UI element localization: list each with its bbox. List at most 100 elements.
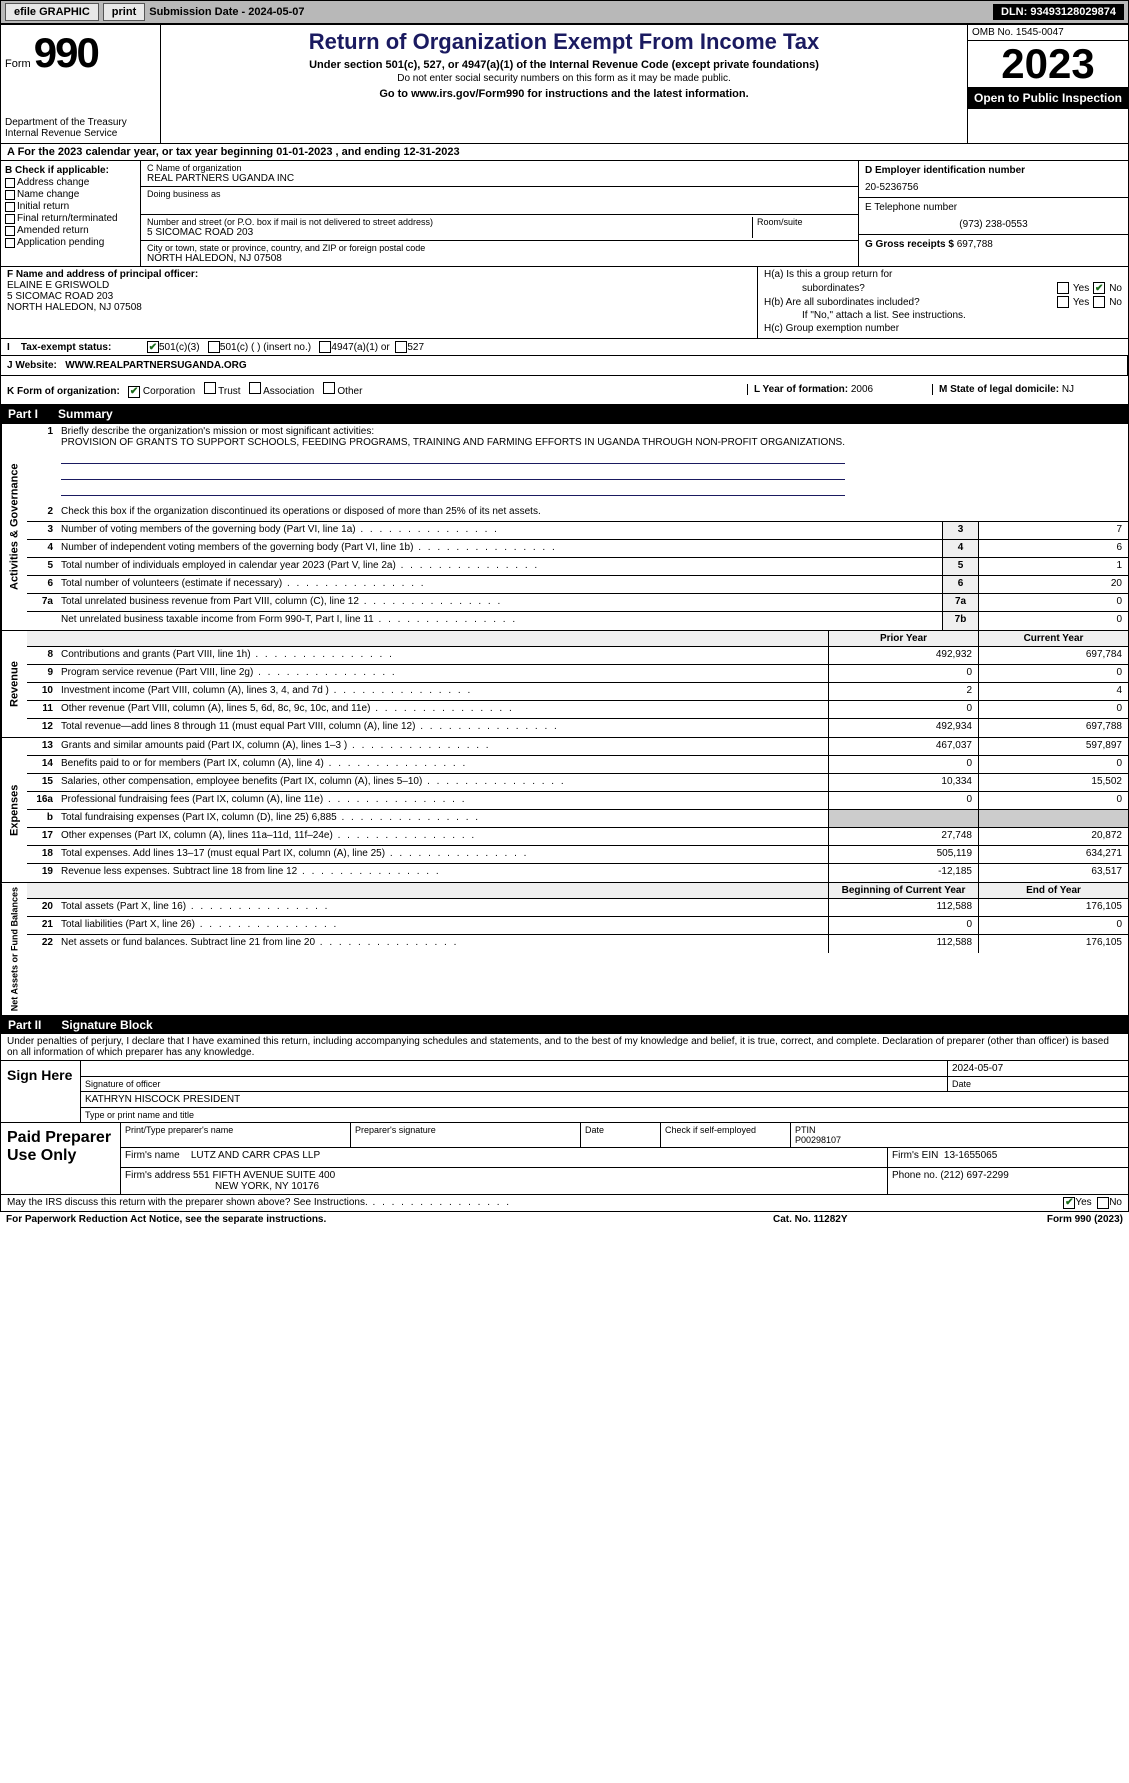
current-value: 20,872 [978, 828, 1128, 845]
cb-assoc[interactable] [249, 382, 261, 394]
efile-btn[interactable]: efile GRAPHIC [5, 3, 99, 21]
line-num: 8 [27, 647, 57, 664]
ein-value: 20-5236756 [865, 182, 1122, 193]
hb-label: H(b) Are all subordinates included? [764, 297, 920, 308]
line-num: 7a [27, 594, 57, 611]
current-value: 15,502 [978, 774, 1128, 791]
line-value: 7 [978, 522, 1128, 539]
print-btn[interactable]: print [103, 3, 145, 21]
line-num: 3 [27, 522, 57, 539]
prior-value: 505,119 [828, 846, 978, 863]
line-desc: Total number of volunteers (estimate if … [57, 576, 942, 593]
summary-revenue: Revenue Prior YearCurrent Year 8Contribu… [0, 631, 1129, 738]
prior-value: 112,588 [828, 899, 978, 916]
website-row: J Website: WWW.REALPARTNERSUGANDA.ORG [0, 356, 1129, 376]
line-box: 7a [942, 594, 978, 611]
opt-label: 527 [407, 342, 424, 353]
current-value: 4 [978, 683, 1128, 700]
line-value: 20 [978, 576, 1128, 593]
line2-desc: Check this box if the organization disco… [57, 504, 1128, 521]
cb-ha-yes[interactable] [1057, 282, 1069, 294]
part1-num: Part I [8, 407, 38, 421]
officer-label: F Name and address of principal officer: [7, 269, 751, 280]
cb-initial-return[interactable] [5, 202, 15, 212]
opt-label: Trust [218, 386, 240, 397]
current-value: 0 [978, 917, 1128, 934]
cb-hb-no[interactable] [1093, 296, 1105, 308]
current-year-header: Current Year [978, 631, 1128, 646]
firm-addr1: 551 FIFTH AVENUE SUITE 400 [193, 1170, 335, 1181]
section-defg: D Employer identification number20-52367… [858, 161, 1128, 266]
part2-header: Part II Signature Block [0, 1016, 1129, 1034]
line-desc: Contributions and grants (Part VIII, lin… [57, 647, 828, 664]
current-value: 697,788 [978, 719, 1128, 737]
cb-discuss-yes[interactable]: ✔ [1063, 1197, 1075, 1209]
form-label: Form [5, 58, 31, 70]
opt-label: Other [337, 386, 362, 397]
cb-501c[interactable] [208, 341, 220, 353]
cb-pending[interactable] [5, 238, 15, 248]
addr-value: 5 SICOMAC ROAD 203 [147, 227, 752, 238]
cb-discuss-no[interactable] [1097, 1197, 1109, 1209]
prior-value: 112,588 [828, 935, 978, 953]
line-desc: Program service revenue (Part VIII, line… [57, 665, 828, 682]
current-value: 176,105 [978, 899, 1128, 916]
prior-value: 27,748 [828, 828, 978, 845]
ha2-label: subordinates? [802, 283, 865, 294]
line-num: 1 [27, 424, 57, 504]
footer-row: For Paperwork Reduction Act Notice, see … [0, 1212, 1129, 1227]
gross-value: 697,788 [957, 239, 993, 250]
cb-final-return[interactable] [5, 214, 15, 224]
current-value: 0 [978, 665, 1128, 682]
firm-phone-value: (212) 697-2299 [940, 1170, 1008, 1181]
part2-num: Part II [8, 1018, 41, 1032]
paid-preparer-label: Paid Preparer Use Only [1, 1123, 121, 1194]
cb-corp[interactable]: ✔ [128, 386, 140, 398]
cb-ha-no[interactable]: ✔ [1093, 282, 1105, 294]
line-desc: Total fundraising expenses (Part IX, col… [57, 810, 828, 827]
cb-address-change[interactable] [5, 178, 15, 188]
line-num: 6 [27, 576, 57, 593]
form-number: 990 [34, 29, 98, 76]
website-label: J Website: [7, 360, 57, 371]
paid-preparer-block: Paid Preparer Use Only Print/Type prepar… [0, 1123, 1129, 1195]
suite-label: Room/suite [757, 217, 852, 227]
m-value: NJ [1062, 384, 1074, 395]
line-box: 5 [942, 558, 978, 575]
prior-value: 0 [828, 756, 978, 773]
expenses-label: Expenses [1, 738, 27, 882]
cb-hb-yes[interactable] [1057, 296, 1069, 308]
line-num: 12 [27, 719, 57, 737]
line-desc: Other expenses (Part IX, column (A), lin… [57, 828, 828, 845]
current-value: 634,271 [978, 846, 1128, 863]
prior-value: 0 [828, 792, 978, 809]
cb-trust[interactable] [204, 382, 216, 394]
opt-label: Corporation [143, 386, 195, 397]
firm-name-label: Firm's name [125, 1150, 180, 1161]
line-num: 14 [27, 756, 57, 773]
cb-527[interactable] [395, 341, 407, 353]
part1-header: Part I Summary [0, 405, 1129, 423]
cb-amended[interactable] [5, 226, 15, 236]
firm-name-value: LUTZ AND CARR CPAS LLP [191, 1150, 320, 1161]
line-desc: Total unrelated business revenue from Pa… [57, 594, 942, 611]
form-link[interactable]: Go to www.irs.gov/Form990 for instructio… [165, 88, 963, 100]
date-label: Date [948, 1077, 1128, 1091]
current-value: 597,897 [978, 738, 1128, 755]
line-desc: Net unrelated business taxable income fr… [57, 612, 942, 630]
header-row-bcdefg: B Check if applicable: Address change Na… [0, 161, 1129, 267]
opt-label: 501(c) ( ) (insert no.) [220, 342, 311, 353]
prior-value: 2 [828, 683, 978, 700]
line-value: 0 [978, 612, 1128, 630]
prior-value: 492,932 [828, 647, 978, 664]
cb-other[interactable] [323, 382, 335, 394]
section-b: B Check if applicable: Address change Na… [1, 161, 141, 266]
website-url[interactable]: WWW.REALPARTNERSUGANDA.ORG [65, 360, 246, 371]
opt-label: 4947(a)(1) or [331, 342, 389, 353]
cb-501c3[interactable]: ✔ [147, 341, 159, 353]
line-desc: Investment income (Part VIII, column (A)… [57, 683, 828, 700]
tax-status-row: I Tax-exempt status: ✔ 501(c)(3) 501(c) … [0, 339, 1129, 356]
cb-name-change[interactable] [5, 190, 15, 200]
cb-4947[interactable] [319, 341, 331, 353]
netassets-label: Net Assets or Fund Balances [1, 883, 27, 1015]
